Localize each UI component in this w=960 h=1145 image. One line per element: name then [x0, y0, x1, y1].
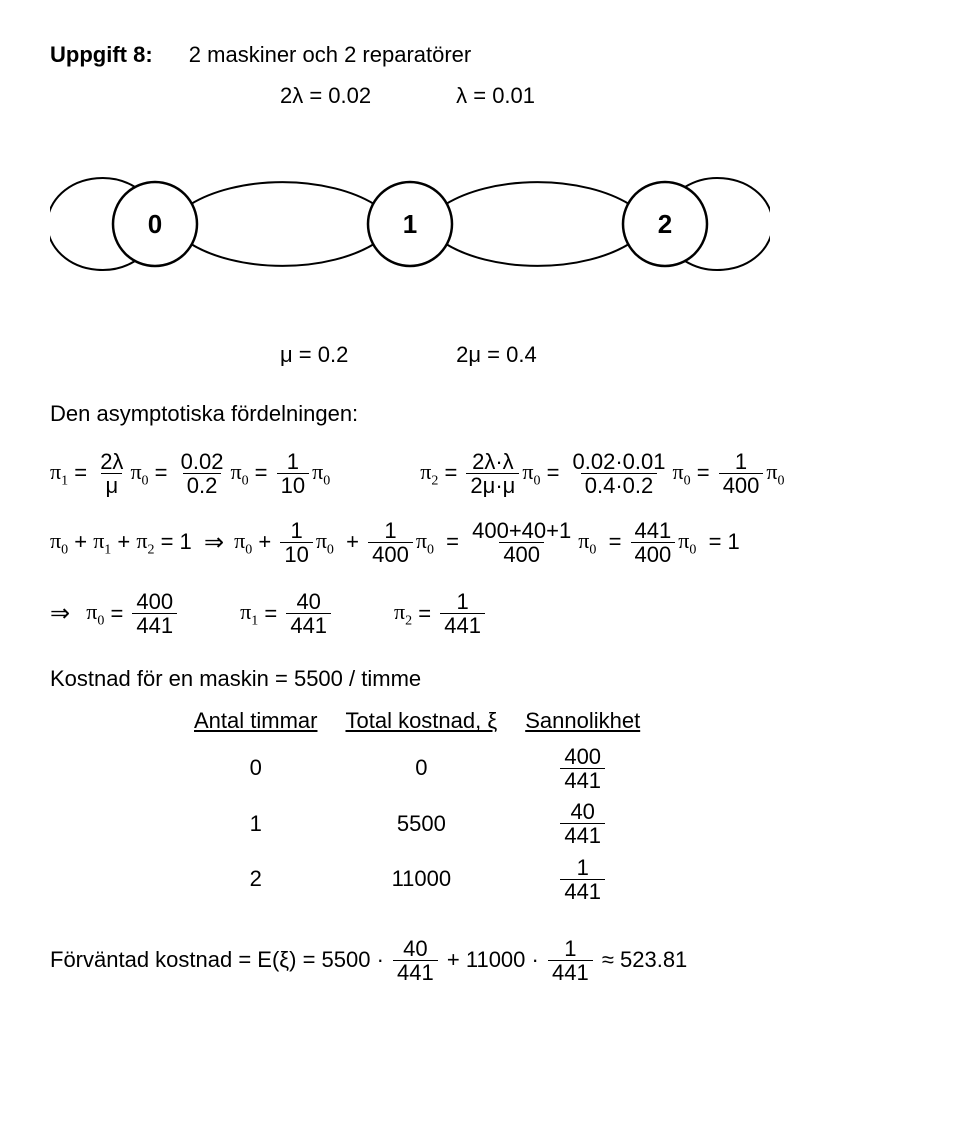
bottom-rates: μ = 0.2 2μ = 0.4	[50, 340, 910, 371]
top-rates: 2λ = 0.02 λ = 0.01	[50, 81, 910, 112]
section-heading: Den asymptotiska fördelningen:	[50, 399, 910, 430]
task-label: Uppgift 8:	[50, 40, 153, 71]
col-cost: Total kostnad, ξ	[331, 702, 511, 741]
node-2-label: 2	[658, 209, 672, 239]
cost-per-machine: Kostnad för en maskin = 5500 / timme	[50, 664, 910, 695]
col-prob: Sannolikhet	[511, 702, 654, 741]
table-row: 2 11000 1441	[180, 852, 654, 907]
rate-2mu: 2μ = 0.4	[456, 340, 626, 371]
state-diagram: 0 1 2	[50, 124, 910, 333]
table-row: 0 0 400441	[180, 741, 654, 796]
eq-results: ⇒ π0 = 400441 π1 = 40441 π2 = 1441	[50, 590, 910, 637]
eq-pi1-pi2: π1 = 2λμ π0 = 0.020.2 π0 = 110 π0 π2 = 2…	[50, 450, 910, 497]
title-line: Uppgift 8: 2 maskiner och 2 reparatörer	[50, 40, 910, 71]
cost-table: Antal timmar Total kostnad, ξ Sannolikhe…	[180, 702, 910, 906]
eq-sum: π0 + π1 + π2 = 1 ⇒ π0 + 110 π0 + 1400 π0…	[50, 519, 910, 566]
rate-lambda: λ = 0.01	[456, 81, 626, 112]
table-row: 1 5500 40441	[180, 796, 654, 851]
node-0-label: 0	[148, 209, 162, 239]
rate-2lambda: 2λ = 0.02	[280, 81, 450, 112]
col-hours: Antal timmar	[180, 702, 331, 741]
rate-mu: μ = 0.2	[280, 340, 450, 371]
node-1-label: 1	[403, 209, 417, 239]
task-text: 2 maskiner och 2 reparatörer	[189, 40, 471, 71]
expected-cost: Förväntad kostnad = E(ξ) = 5500 · 40441 …	[50, 937, 910, 984]
